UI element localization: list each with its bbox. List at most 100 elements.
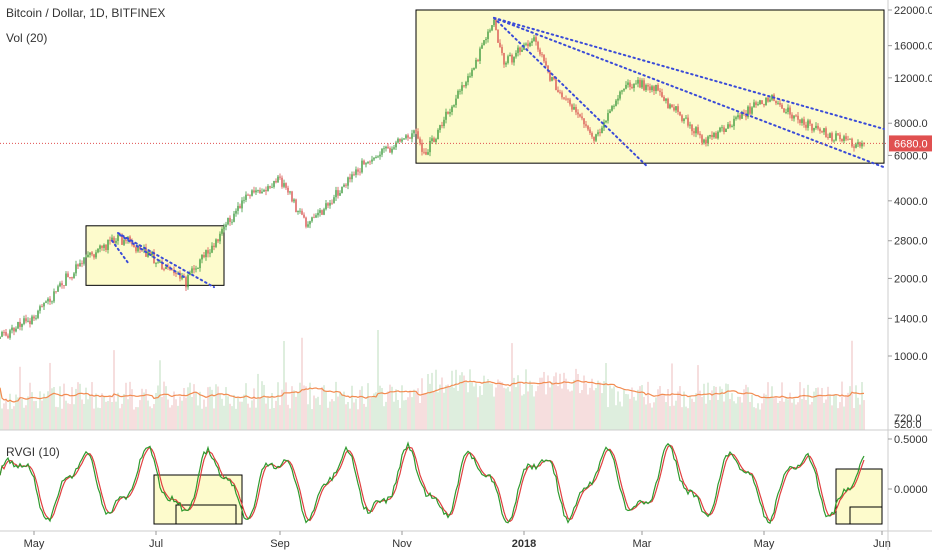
volume-bar — [187, 387, 189, 430]
volume-tick-label: 520.0 — [894, 419, 922, 431]
volume-bar — [339, 392, 341, 430]
volume-bar — [225, 387, 227, 430]
candle-body — [759, 100, 761, 105]
volume-bar — [33, 401, 35, 430]
volume-bar — [105, 401, 107, 430]
volume-bar — [345, 404, 347, 430]
y-tick-label: 2000.0 — [894, 273, 928, 285]
volume-bar — [461, 372, 463, 430]
volume-bar — [701, 396, 703, 430]
volume-bar — [613, 386, 615, 430]
candle-body — [433, 138, 435, 142]
volume-bar — [491, 383, 493, 430]
candle-body — [429, 140, 431, 153]
candle-body — [689, 124, 691, 126]
candle-body — [451, 106, 453, 113]
candle-body — [211, 245, 213, 253]
candle-body — [359, 171, 361, 173]
y-tick-label: 2800.0 — [894, 236, 928, 248]
candle-body — [165, 266, 167, 269]
candle-body — [389, 148, 391, 153]
volume-bar — [121, 403, 123, 430]
candle-body — [155, 263, 157, 264]
volume-bar — [229, 403, 231, 430]
candle-body — [239, 205, 241, 209]
volume-bar — [251, 400, 253, 430]
candle-body — [237, 205, 239, 211]
volume-bar — [363, 403, 365, 430]
candle-body — [859, 142, 861, 147]
volume-bar — [465, 380, 467, 430]
candle-body — [461, 85, 463, 91]
volume-bar — [813, 391, 815, 430]
candle-body — [35, 317, 37, 319]
candle-body — [605, 120, 607, 123]
volume-bar — [505, 388, 507, 430]
candle-body — [521, 49, 523, 52]
candle-body — [533, 37, 535, 41]
candle-body — [27, 320, 29, 322]
volume-bar — [237, 397, 239, 430]
candle-body — [223, 227, 225, 229]
volume-bar — [555, 372, 557, 430]
candle-body — [673, 107, 675, 111]
candle-body — [829, 133, 831, 138]
volume-bar — [401, 385, 403, 430]
volume-bar — [309, 382, 311, 430]
volume-bar — [463, 375, 465, 430]
candle-body — [129, 236, 131, 242]
volume-bar — [195, 391, 197, 430]
volume-bar — [533, 396, 535, 430]
volume-bar — [597, 380, 599, 430]
candle-body — [817, 125, 819, 129]
candle-body — [837, 133, 839, 135]
volume-bar — [35, 400, 37, 430]
volume-label: Vol (20) — [6, 31, 47, 45]
volume-bar — [275, 400, 277, 430]
volume-bar — [485, 381, 487, 430]
volume-bar — [619, 401, 621, 430]
volume-bar — [55, 406, 57, 430]
candle-body — [667, 98, 669, 109]
candle-body — [679, 111, 681, 116]
candle-body — [697, 127, 699, 134]
volume-bar — [7, 409, 9, 430]
volume-bar — [357, 409, 359, 430]
candle-body — [719, 127, 721, 132]
volume-bar — [709, 400, 711, 430]
candle-body — [563, 97, 565, 99]
candle-body — [135, 247, 137, 252]
volume-bar — [5, 398, 7, 430]
candle-body — [427, 152, 429, 155]
candle-body — [57, 286, 59, 292]
candle-body — [799, 119, 801, 123]
candle-body — [197, 268, 199, 269]
candle-body — [637, 79, 639, 84]
volume-bar — [81, 399, 83, 430]
volume-bar — [295, 396, 297, 430]
volume-bar — [31, 392, 33, 430]
candle-body — [517, 47, 519, 53]
volume-bar — [193, 384, 195, 430]
candle-body — [531, 40, 533, 43]
volume-bar — [375, 392, 377, 430]
volume-bar — [861, 382, 863, 430]
candle-body — [603, 122, 605, 128]
volume-bar — [111, 401, 113, 430]
candle-body — [321, 210, 323, 215]
candle-body — [281, 177, 283, 187]
candle-body — [151, 251, 153, 256]
candle-body — [453, 105, 455, 107]
volume-bar — [769, 397, 771, 430]
volume-bar — [787, 399, 789, 430]
volume-bar — [673, 405, 675, 430]
volume-bar — [123, 393, 125, 430]
volume-bar — [249, 407, 251, 430]
volume-bar — [115, 401, 117, 430]
candle-body — [355, 169, 357, 175]
volume-bar — [379, 385, 381, 430]
candle-body — [547, 65, 549, 72]
candle-body — [501, 47, 503, 53]
volume-bar — [793, 398, 795, 430]
